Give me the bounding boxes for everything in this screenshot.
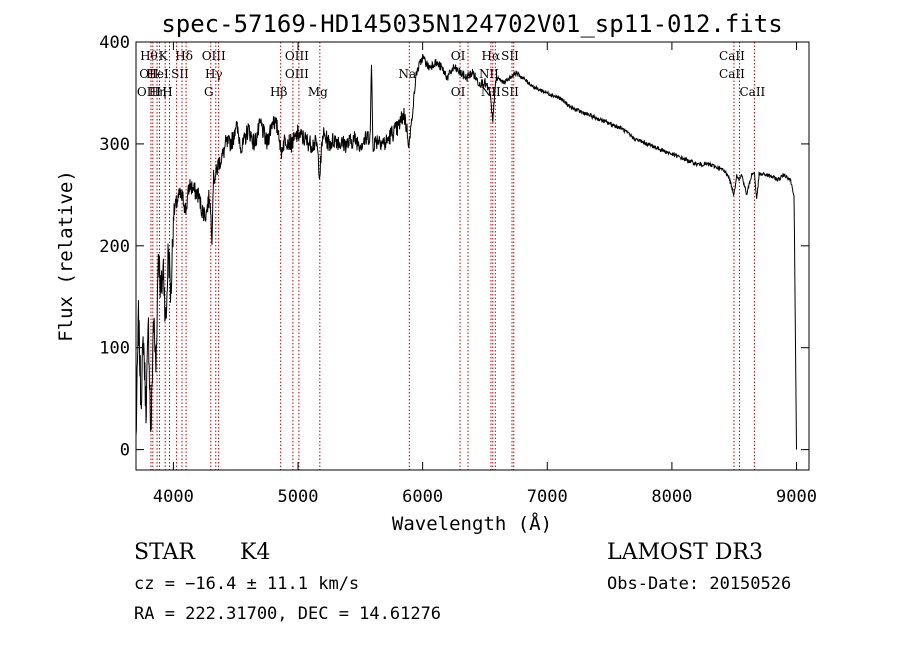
y-tick-label: 300 bbox=[99, 135, 130, 155]
spectral-line-label: Hθ bbox=[140, 49, 158, 63]
redshift-velocity: cz = −16.4 ± 11.1 km/s bbox=[134, 574, 360, 594]
x-tick-label: 7000 bbox=[527, 487, 568, 507]
x-tick-label: 9000 bbox=[776, 487, 817, 507]
spectral-line-label: Hη bbox=[149, 85, 167, 99]
spectral-line-label: OIII bbox=[137, 85, 161, 99]
spectral-line-label: Na bbox=[398, 67, 416, 81]
y-tick-label: 0 bbox=[120, 441, 130, 461]
coordinates: RA = 222.31700, DEC = 14.61276 bbox=[134, 604, 442, 624]
chart-title: spec-57169-HD145035N124702V01_sp11-012.f… bbox=[161, 10, 782, 38]
spectral-line-label: SII bbox=[501, 85, 519, 99]
spectral-line-label: OI bbox=[451, 49, 466, 63]
spectral-line-markers: Hθ OII OIII HeI Hη K H SII Hδ G OIII Hγ Hβ OIII OIII Mg… bbox=[137, 42, 766, 470]
spectral-line-label: CaII bbox=[739, 85, 765, 99]
spectral-line-label: K bbox=[159, 49, 169, 63]
y-tick-label: 100 bbox=[99, 339, 130, 359]
object-type: STAR bbox=[134, 540, 195, 565]
spectral-line-label: HeI bbox=[146, 67, 169, 81]
y-axis-label: Flux (relative) bbox=[55, 170, 77, 342]
spectral-line-label: Hβ bbox=[270, 85, 287, 99]
plot-frame bbox=[135, 41, 810, 471]
spectral-line-label: SII bbox=[171, 67, 189, 81]
spectral-line-label: CaII bbox=[719, 67, 745, 81]
survey-name: LAMOST DR3 bbox=[607, 540, 763, 565]
axis-ticks: 4000 5000 6000 7000 8000 9000 0 100 200 300 400 bbox=[99, 33, 817, 507]
x-tick-label: 6000 bbox=[402, 487, 443, 507]
x-tick-label: 5000 bbox=[278, 487, 319, 507]
spectral-line-label: OII bbox=[139, 67, 159, 81]
flux-series-line bbox=[135, 54, 797, 450]
series-layer bbox=[135, 54, 797, 450]
y-tick-label: 200 bbox=[99, 237, 130, 257]
spectral-line-label: CaII bbox=[719, 49, 745, 63]
spectral-line-label: H bbox=[162, 85, 172, 99]
spectral-line-label: NII bbox=[481, 85, 501, 99]
x-axis-label: Wavelength (Å) bbox=[392, 512, 552, 535]
spectral-line-label: Mg bbox=[308, 85, 328, 99]
spectral-line-label: NII bbox=[479, 67, 499, 81]
spectral-line-label: Hγ bbox=[205, 67, 223, 81]
x-tick-label: 4000 bbox=[153, 487, 194, 507]
spectral-line-label: OIII bbox=[202, 49, 226, 63]
spectral-line-label: Hα bbox=[482, 49, 501, 63]
spectral-line-label: SII bbox=[501, 49, 519, 63]
spectral-line-label: OIII bbox=[285, 49, 309, 63]
spectral-line-label: OIII bbox=[285, 67, 309, 81]
spectral-line-label: Hδ bbox=[175, 49, 193, 63]
observation-date: Obs-Date: 20150526 bbox=[607, 574, 792, 594]
spectral-subclass: K4 bbox=[240, 540, 271, 565]
spectral-line-label: G bbox=[204, 85, 214, 99]
y-tick-label: 400 bbox=[99, 33, 130, 53]
spectral-line-label: OI bbox=[451, 85, 466, 99]
x-tick-label: 8000 bbox=[651, 487, 692, 507]
